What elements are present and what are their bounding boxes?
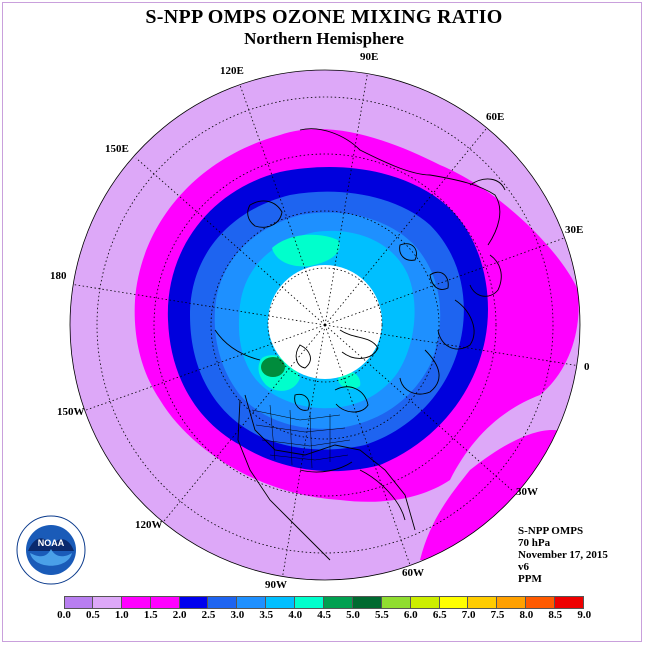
colorbar-segment <box>237 597 267 608</box>
state-borders <box>251 404 351 469</box>
colorbar-segment <box>410 597 440 608</box>
colorbar-segment <box>266 597 296 608</box>
colorbar-segment <box>497 597 527 608</box>
colorbar-tick-label: 3.5 <box>259 609 274 621</box>
colorbar-segment <box>64 597 93 608</box>
lon-label-30e: 30E <box>565 224 583 236</box>
colorbar-segment <box>526 597 556 608</box>
colorbar-tick-label: 5.0 <box>346 609 360 621</box>
map-title: S-NPP OMPS OZONE MIXING RATIO <box>145 6 503 28</box>
colorbar-segment <box>92 597 122 608</box>
info-instrument: S-NPP OMPS <box>518 525 584 537</box>
colorbar-tick-label: 7.5 <box>490 609 505 621</box>
lon-label-150e: 150E <box>105 143 129 155</box>
colorbar-segment <box>381 597 411 608</box>
colorbar-tick-label: 0.0 <box>57 609 71 621</box>
ozone-field <box>70 70 580 580</box>
colorbar <box>64 596 585 609</box>
lon-label-150w: 150W <box>57 406 85 418</box>
info-level: 70 hPa <box>518 537 551 549</box>
lon-label-90w: 90W <box>265 579 287 591</box>
longitude-labels: 90E 60E 30E 0 30W 60W 90W 120W 150W 180 … <box>50 51 590 591</box>
coastlines <box>214 128 506 561</box>
colorbar-tick-label: 4.0 <box>288 609 303 621</box>
colorbar-tick-label: 8.5 <box>548 609 563 621</box>
colorbar-tick-label: 6.0 <box>403 609 418 621</box>
info-version: v6 <box>518 561 529 573</box>
colorbar-tick-label: 0.5 <box>86 609 100 621</box>
contour-cyan <box>272 234 340 267</box>
colorbar-segment <box>208 597 238 608</box>
colorbar-tick-label: 2.5 <box>201 609 216 621</box>
pole-nodata <box>268 265 382 379</box>
lon-label-30w: 30W <box>516 486 538 498</box>
contour-magenta-tail <box>420 430 575 560</box>
colorbar-tick-label: 1.0 <box>114 609 129 621</box>
noaa-logo-text: NOAA <box>38 538 65 548</box>
colorbar-tick-label: 8.0 <box>519 609 534 621</box>
colorbar-segment <box>324 597 353 608</box>
colorbar-tick-label: 2.0 <box>172 609 187 621</box>
colorbar-segment <box>179 597 209 608</box>
info-units: PPM <box>518 573 542 585</box>
colorbar-tick-label: 3.0 <box>230 609 245 621</box>
lon-label-90e: 90E <box>360 51 378 63</box>
colorbar-tick-label: 1.5 <box>143 609 158 621</box>
colorbar-segment <box>121 597 151 608</box>
map-subtitle: Northern Hemisphere <box>244 29 404 48</box>
contour-green <box>261 357 285 377</box>
colorbar-tick-label: 9.0 <box>577 609 592 621</box>
colorbar-segment <box>439 597 469 608</box>
colorbar-tick-label: 7.0 <box>461 609 476 621</box>
lon-label-180: 180 <box>50 270 67 282</box>
noaa-logo: NOAA <box>16 515 86 585</box>
figure-frame <box>2 2 642 642</box>
lon-label-120w: 120W <box>135 519 163 531</box>
lon-label-0: 0 <box>584 361 590 373</box>
colorbar-segment <box>352 597 382 608</box>
graticule <box>70 70 580 580</box>
colorbar-segment <box>468 597 498 608</box>
lon-label-120e: 120E <box>220 65 244 77</box>
colorbar-segment <box>150 597 180 608</box>
colorbar-tick-label: 6.5 <box>432 609 447 621</box>
lon-label-60w: 60W <box>402 567 424 579</box>
colorbar-ticks: 0.0 0.5 1.0 1.5 2.0 2.5 3.0 3.5 4.0 4.5 5.0 5.5 6.0 6… <box>50 609 610 623</box>
colorbar-segment <box>555 597 585 608</box>
lon-label-60e: 60E <box>486 111 504 123</box>
info-date: November 17, 2015 <box>518 549 608 561</box>
colorbar-tick-label: 5.5 <box>375 609 389 621</box>
disc-outline <box>69 69 581 581</box>
colorbar-segment <box>295 597 325 608</box>
colorbar-tick-label: 4.5 <box>317 609 331 621</box>
